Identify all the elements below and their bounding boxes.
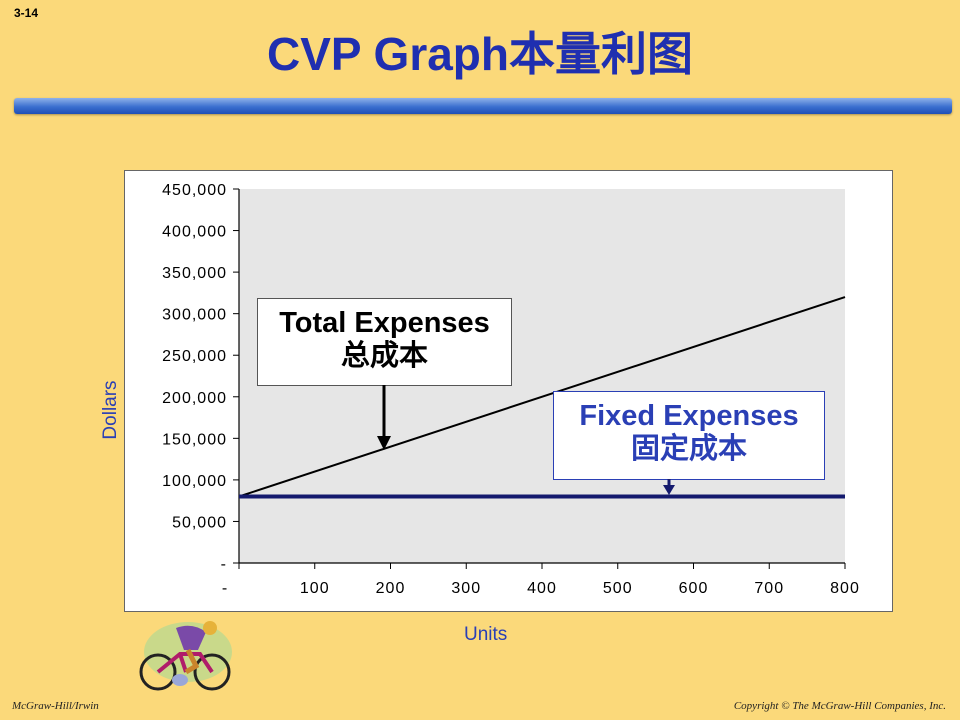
x-tick-label: 600 <box>679 580 709 597</box>
fixed-expenses-callout: Fixed Expenses 固定成本 <box>553 391 825 480</box>
y-tick-label: 350,000 <box>162 265 227 282</box>
x-tick-label: 300 <box>451 580 481 597</box>
y-tick-label: 450,000 <box>162 182 227 199</box>
total-expenses-line <box>238 296 846 498</box>
y-tick-label: 50,000 <box>172 514 227 531</box>
footer-publisher: McGraw-Hill/Irwin <box>12 700 99 712</box>
footer-copyright: Copyright © The McGraw-Hill Companies, I… <box>733 700 946 712</box>
slide-number: 3-14 <box>14 6 39 20</box>
cyclist-clipart <box>139 621 232 691</box>
y-tick-label: 300,000 <box>162 307 227 324</box>
x-tick-label: - <box>222 580 228 597</box>
total-expenses-callout: Total Expenses 总成本 <box>257 298 512 386</box>
x-tick-label: 700 <box>754 580 784 597</box>
y-tick-label: 100,000 <box>162 473 227 490</box>
y-tick-label: 250,000 <box>162 348 227 365</box>
x-tick-label: 800 <box>830 580 860 597</box>
total-expenses-label-cn: 总成本 <box>340 340 428 373</box>
slide-title: CVP Graph本量利图 <box>267 28 693 80</box>
total-expenses-label: Total Expenses <box>279 307 490 339</box>
x-tick-label: 500 <box>603 580 633 597</box>
x-tick-label: 100 <box>300 580 330 597</box>
x-axis-label: Units <box>464 624 508 645</box>
fixed-expenses-label: Fixed Expenses <box>579 400 799 432</box>
x-tick-label: 400 <box>527 580 557 597</box>
x-tick-label: 200 <box>376 580 406 597</box>
title-divider-bar <box>14 98 952 114</box>
y-axis-label-wrap: Dollars <box>86 300 136 520</box>
y-axis-label: Dollars <box>100 380 121 440</box>
y-tick-label: 150,000 <box>162 431 227 448</box>
fixed-expenses-label-cn: 固定成本 <box>630 433 747 466</box>
y-tick-label: - <box>221 556 227 573</box>
y-tick-label: 400,000 <box>162 224 227 241</box>
y-tick-label: 200,000 <box>162 390 227 407</box>
